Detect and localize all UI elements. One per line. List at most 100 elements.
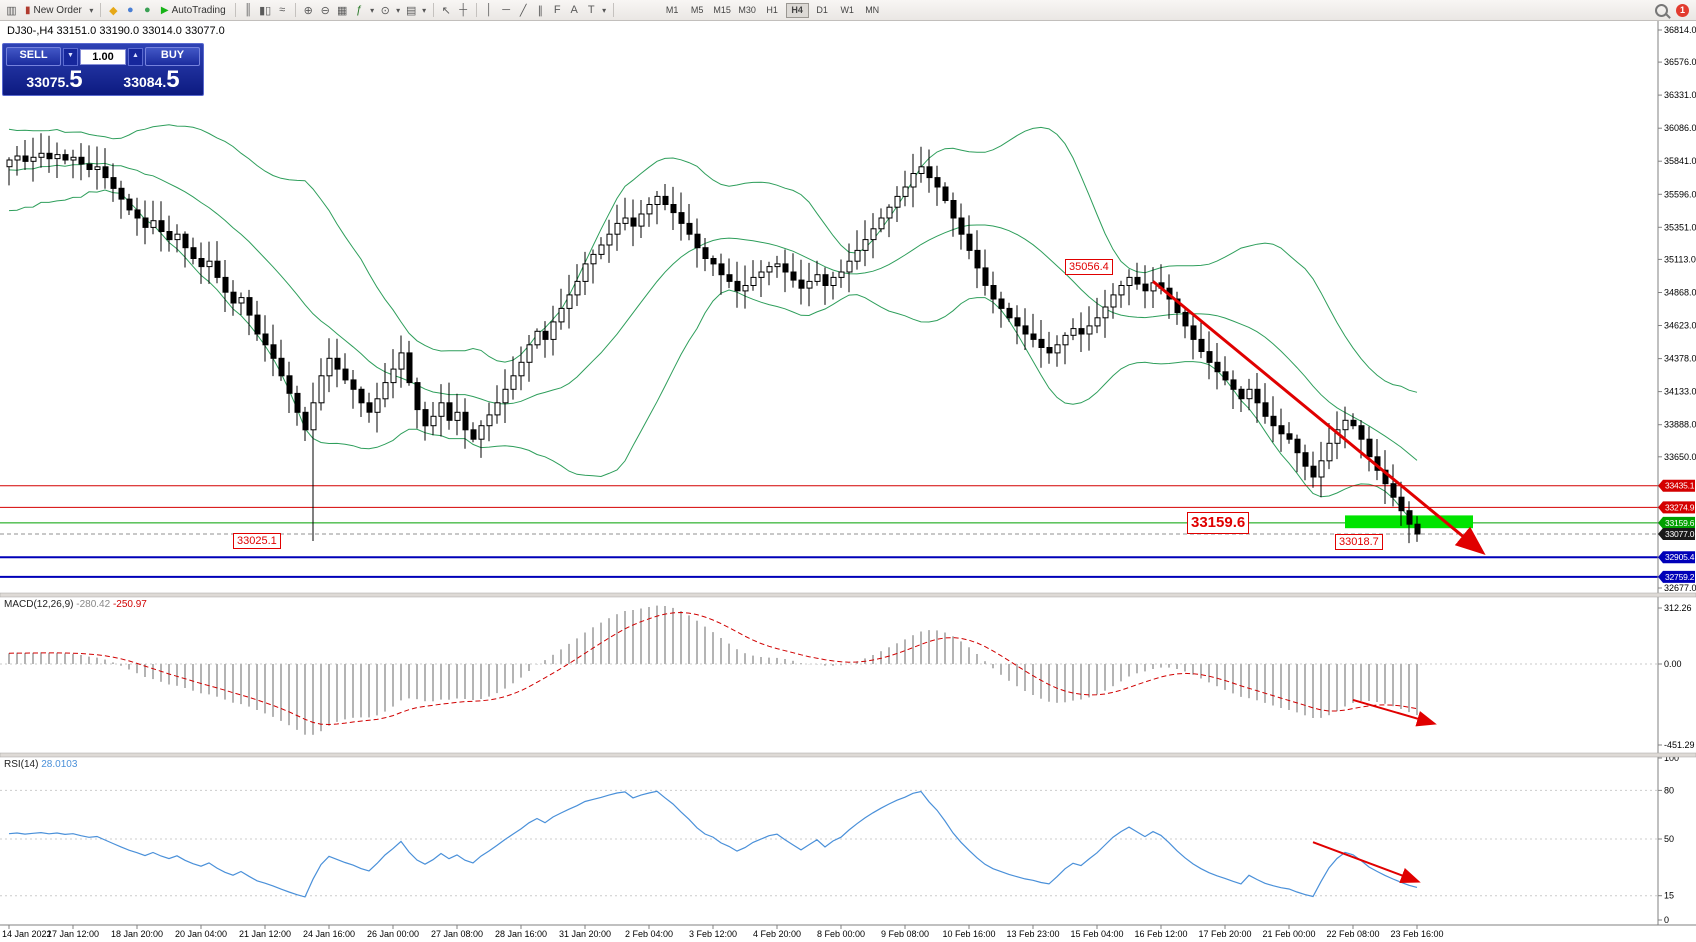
timeframe-h4-button[interactable]: H4 — [785, 2, 809, 18]
macd-signal-line — [8, 611, 1418, 726]
notifications-badge[interactable]: 1 — [1676, 3, 1689, 17]
bollinger-middle-band[interactable] — [8, 162, 1418, 461]
bar-chart-icon[interactable]: ║ — [244, 4, 253, 16]
toolbar-separator — [99, 3, 101, 17]
february-low-price-label[interactable]: 33018.7 — [1335, 533, 1383, 550]
svg-text:50: 50 — [1664, 834, 1674, 844]
timeframe-d1-button[interactable]: D1 — [816, 4, 828, 15]
svg-text:36576.0: 36576.0 — [1664, 57, 1696, 67]
search-icon[interactable] — [1655, 3, 1668, 17]
text-icon[interactable]: A — [570, 4, 578, 16]
tile-windows-icon[interactable]: ▦ — [336, 4, 348, 17]
crosshair-icon[interactable]: ┼ — [459, 4, 468, 16]
periods-dropdown[interactable]: ▾ — [396, 5, 401, 15]
label-icon[interactable]: T — [587, 4, 595, 16]
zoom-in-icon[interactable]: ⊕ — [303, 4, 313, 17]
metaeditor-icon[interactable]: ◆ — [109, 4, 118, 17]
trend-arrow[interactable] — [1312, 841, 1421, 883]
chart-ohlc-info: DJ30-,H4 33151.0 33190.0 33014.0 33077.0 — [7, 25, 225, 37]
svg-text:0.00: 0.00 — [1664, 659, 1682, 669]
price-tag — [1658, 501, 1695, 514]
drawing-tools-dropdown[interactable]: ▾ — [602, 5, 607, 15]
svg-text:32905.4: 32905.4 — [1665, 552, 1695, 562]
new-chart-icon[interactable]: ▥ — [6, 4, 17, 17]
macd-panel[interactable] — [0, 605, 1658, 735]
buy-button[interactable]: BUY — [145, 47, 200, 66]
support-price-label[interactable]: 33159.6 — [1187, 511, 1250, 534]
candlestick-series — [6, 133, 1421, 544]
timeframe-w1-button[interactable]: W1 — [840, 4, 854, 15]
svg-text:36331.0: 36331.0 — [1664, 90, 1696, 100]
trend-arrow[interactable] — [1352, 698, 1437, 727]
line-chart-icon[interactable]: ≈ — [279, 4, 286, 16]
svg-text:33888.0: 33888.0 — [1664, 420, 1696, 430]
timeframe-m30-button[interactable]: M30 — [738, 4, 756, 15]
zoom-out-icon[interactable]: ⊖ — [320, 4, 330, 17]
svg-text:36814.0: 36814.0 — [1664, 25, 1696, 35]
timeframe-m1-button[interactable]: M1 — [665, 4, 679, 15]
svg-text:13 Feb 23:00: 13 Feb 23:00 — [1006, 929, 1059, 939]
buy-price: 33084. 5 — [123, 66, 180, 93]
sell-price: 33075. 5 — [26, 66, 83, 93]
toolbar-separator — [234, 3, 236, 17]
volume-down-button[interactable]: ▼ — [63, 47, 78, 66]
swing-high-price-label[interactable]: 35056.4 — [1065, 259, 1113, 276]
svg-text:34133.0: 34133.0 — [1664, 387, 1696, 397]
svg-text:21 Feb 00:00: 21 Feb 00:00 — [1262, 929, 1315, 939]
new-order-dropdown[interactable]: ▾ — [89, 5, 94, 15]
volume-up-button[interactable]: ▲ — [128, 47, 143, 66]
toolbar: ▥ ▮ New Order ▾ ◆ ● ● ▶ AutoTrading ║ ▮▯ ≈ ⊕ ⊖ ▦ ƒ ▾ ⊙ ▾ ▤ ▾… — [0, 0, 1696, 21]
svg-text:34868.0: 34868.0 — [1664, 288, 1696, 298]
vertical-line-icon[interactable]: │ — [485, 4, 493, 16]
autotrading-button-label: AutoTrading — [171, 4, 226, 16]
templates-icon[interactable]: ▤ — [405, 4, 417, 17]
timeframe-m15-button[interactable]: M15 — [713, 4, 731, 15]
channel-icon[interactable]: ∥ — [537, 4, 543, 17]
svg-text:20 Jan 04:00: 20 Jan 04:00 — [175, 929, 227, 939]
svg-text:312.26: 312.26 — [1664, 603, 1692, 613]
january-low-price-label[interactable]: 33025.1 — [233, 533, 281, 550]
svg-text:33650.0: 33650.0 — [1664, 452, 1696, 462]
sell-button[interactable]: SELL — [6, 47, 61, 66]
svg-text:15: 15 — [1664, 891, 1674, 901]
macd-splitter[interactable] — [0, 592, 1696, 598]
rsi-indicator-label: RSI(14) 28.0103 — [4, 759, 77, 770]
options-icon[interactable]: ● — [127, 4, 134, 16]
main-chart-panel[interactable] — [0, 124, 1658, 578]
new-order-button[interactable]: ▮ New Order — [20, 2, 87, 19]
bollinger-lower-band[interactable] — [8, 189, 1418, 529]
trend-arrow[interactable] — [1152, 280, 1486, 556]
trendline-icon[interactable]: ╱ — [519, 4, 527, 17]
svg-text:24 Jan 16:00: 24 Jan 16:00 — [303, 929, 355, 939]
timeframe-h1-button[interactable]: H1 — [766, 4, 778, 15]
svg-text:18 Jan 20:00: 18 Jan 20:00 — [111, 929, 163, 939]
rsi-splitter[interactable] — [0, 752, 1696, 758]
templates-dropdown[interactable]: ▾ — [422, 5, 427, 15]
cursor-icon[interactable]: ↖ — [441, 4, 451, 17]
rsi-title: RSI(14) — [4, 759, 39, 770]
svg-text:32759.2: 32759.2 — [1665, 572, 1695, 582]
indicators-icon[interactable]: ƒ — [356, 4, 363, 16]
indicators-dropdown[interactable]: ▾ — [370, 5, 375, 15]
svg-text:9 Feb 08:00: 9 Feb 08:00 — [881, 929, 929, 939]
bollinger-upper-band[interactable] — [8, 124, 1418, 393]
timeframe-mn-button[interactable]: MN — [865, 4, 880, 15]
volume-input[interactable] — [80, 48, 126, 65]
candlestick-chart-icon[interactable]: ▮▯ — [259, 4, 272, 17]
timeframe-m5-button[interactable]: M5 — [690, 4, 704, 15]
svg-text:31 Jan 20:00: 31 Jan 20:00 — [559, 929, 611, 939]
horizontal-line-icon[interactable]: ─ — [502, 4, 511, 16]
toolbar-separator — [432, 3, 434, 17]
help-icon[interactable]: ● — [144, 4, 151, 16]
periods-icon[interactable]: ⊙ — [380, 4, 390, 17]
price-axis[interactable]: 36814.0 36576.0 36331.0 36086.0 35841.0 35596… — [1657, 21, 1696, 942]
fibonacci-icon[interactable]: F — [553, 4, 561, 16]
autotrading-button[interactable]: ▶ AutoTrading — [156, 2, 231, 19]
macd-signal-value: -250.97 — [112, 599, 147, 610]
new-order-icon: ▮ — [25, 4, 31, 16]
svg-text:0: 0 — [1664, 915, 1669, 925]
price-tag — [1658, 516, 1695, 529]
rsi-panel[interactable] — [0, 789, 1658, 898]
